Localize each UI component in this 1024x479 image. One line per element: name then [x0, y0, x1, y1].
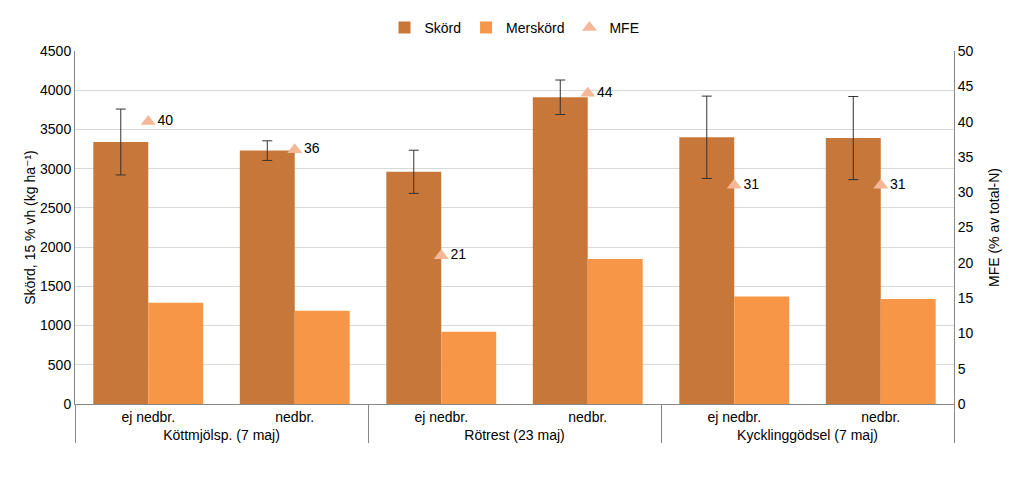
svg-text:36: 36 [304, 140, 320, 156]
svg-text:Skörd: Skörd [425, 20, 462, 36]
svg-text:1500: 1500 [40, 278, 71, 294]
svg-text:31: 31 [890, 176, 906, 192]
svg-text:10: 10 [958, 325, 974, 341]
svg-text:25: 25 [958, 219, 974, 235]
svg-text:5: 5 [958, 361, 966, 377]
svg-text:1000: 1000 [40, 317, 71, 333]
svg-text:nedbr.: nedbr. [568, 409, 607, 425]
svg-text:4500: 4500 [40, 43, 71, 59]
svg-text:ej nedbr.: ej nedbr. [707, 409, 761, 425]
svg-text:Merskörd: Merskörd [506, 20, 564, 36]
svg-text:44: 44 [597, 84, 613, 100]
svg-text:40: 40 [958, 114, 974, 130]
svg-text:2000: 2000 [40, 239, 71, 255]
svg-text:Skörd, 15 % vh (kg ha⁻¹): Skörd, 15 % vh (kg ha⁻¹) [22, 150, 38, 304]
svg-text:35: 35 [958, 149, 974, 165]
svg-text:20: 20 [958, 255, 974, 271]
svg-text:3500: 3500 [40, 121, 71, 137]
svg-text:4000: 4000 [40, 82, 71, 98]
svg-text:Kycklinggödsel (7 maj): Kycklinggödsel (7 maj) [737, 427, 878, 443]
svg-text:3000: 3000 [40, 161, 71, 177]
svg-text:MFE (% av total-N): MFE (% av total-N) [986, 168, 1002, 287]
svg-text:0: 0 [63, 396, 71, 412]
svg-text:2500: 2500 [40, 200, 71, 216]
svg-text:31: 31 [743, 176, 759, 192]
svg-text:40: 40 [157, 112, 173, 128]
svg-text:Köttmjölsp. (7 maj): Köttmjölsp. (7 maj) [163, 427, 280, 443]
svg-text:30: 30 [958, 184, 974, 200]
svg-text:15: 15 [958, 290, 974, 306]
svg-text:0: 0 [958, 396, 966, 412]
svg-text:50: 50 [958, 43, 974, 59]
svg-text:nedbr.: nedbr. [275, 409, 314, 425]
svg-text:Rötrest (23 maj): Rötrest (23 maj) [464, 427, 564, 443]
svg-text:45: 45 [958, 78, 974, 94]
svg-text:500: 500 [48, 357, 72, 373]
svg-text:MFE: MFE [609, 20, 639, 36]
svg-text:21: 21 [450, 246, 466, 262]
svg-text:nedbr.: nedbr. [861, 409, 900, 425]
svg-text:ej nedbr.: ej nedbr. [414, 409, 468, 425]
svg-text:ej nedbr.: ej nedbr. [121, 409, 175, 425]
